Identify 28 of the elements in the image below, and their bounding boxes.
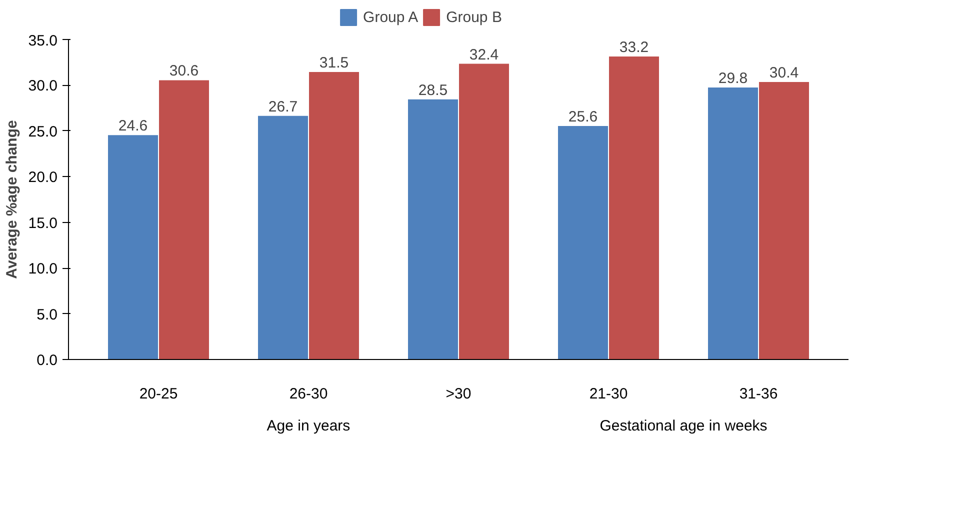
y-tick-label: 30.0 [28,78,58,95]
y-tick-label: 15.0 [28,214,58,232]
x-tick-label: 21-30 [589,386,628,402]
data-label: 29.8 [718,70,748,88]
x-tick-label: 26-30 [289,386,328,402]
text: Gestational age in weeks [600,418,768,434]
data-label: 26.7 [268,98,298,116]
text: Age in years [266,418,350,434]
legend-label: Group A [363,8,418,26]
data-label: 25.6 [568,108,598,126]
y-tick-label: 5.0 [36,306,58,324]
y-axis-title: Average %age change [3,120,20,279]
data-label: 31.5 [319,54,349,72]
x-tick-label: 20-25 [139,386,178,402]
y-tick-label: 35.0 [28,32,58,50]
data-label: 33.2 [619,38,649,56]
legend-label: Group B [446,8,502,26]
data-label: 30.4 [769,64,799,82]
x-tick-label: >30 [446,386,472,402]
y-tick-label: 20.0 [28,169,58,186]
data-label: 28.5 [418,82,448,99]
x-tick-label: 31-36 [739,386,778,402]
data-label: 32.4 [469,46,499,64]
y-tick-label: 0.0 [36,352,58,369]
y-tick-label: 25.0 [28,123,58,140]
y-tick-label: 10.0 [28,260,58,278]
data-label: 24.6 [118,118,148,135]
data-label: 30.6 [169,62,199,80]
